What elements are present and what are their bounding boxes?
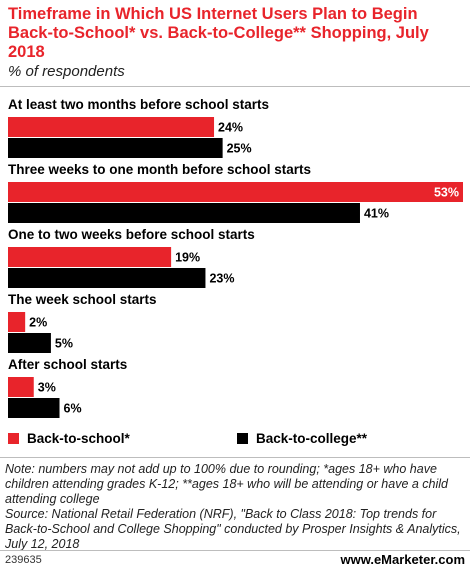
data-label: 5% [55,337,73,351]
chart-subtitle: % of respondents [8,63,125,80]
bar [8,312,26,332]
category-label: After school starts [8,357,127,372]
footer-divider [0,550,470,551]
legend-item-back-to-school: Back-to-school* [8,431,130,446]
data-label: 3% [38,381,56,395]
category-label: At least two months before school starts [8,97,269,112]
bar [8,268,206,288]
footer: 239635 www.eMarketer.com [5,552,467,568]
legend-swatch-black [237,433,248,444]
bar [8,398,60,418]
brand-logo-text: www.eMarketer.com [340,552,465,567]
bar [8,203,360,223]
bar [8,377,34,397]
legend-swatch-red [8,433,19,444]
data-label: 19% [175,251,200,265]
chart-title: Timeframe in Which US Internet Users Pla… [8,5,429,61]
data-label: 2% [29,316,47,330]
legend-label: Back-to-college** [256,431,368,446]
category-label: The week school starts [8,292,157,307]
category-label: One to two weeks before school starts [8,227,255,242]
chart-legend: Back-to-school* Back-to-college** [0,428,470,450]
data-label: 25% [227,142,252,156]
top-divider [0,86,470,87]
data-label: 6% [64,402,82,416]
bar-chart: At least two months before school starts… [8,97,463,418]
note-text: Note: numbers may not add up to 100% due… [5,462,448,506]
category-label: Three weeks to one month before school s… [8,162,311,177]
chart-notes: Note: numbers may not add up to 100% due… [5,462,467,552]
data-label: 41% [364,207,389,221]
legend-label: Back-to-school* [27,431,130,446]
data-label: 24% [218,121,243,135]
notes-divider [0,457,470,458]
source-text: Source: National Retail Federation (NRF)… [5,507,461,551]
data-label: 53% [434,186,459,200]
legend-item-back-to-college: Back-to-college** [237,431,367,446]
bar [8,182,463,202]
chart-id: 239635 [5,554,42,566]
data-label: 23% [209,272,234,286]
bar [8,138,223,158]
bar [8,333,51,353]
bar [8,247,172,267]
bar [8,117,215,137]
